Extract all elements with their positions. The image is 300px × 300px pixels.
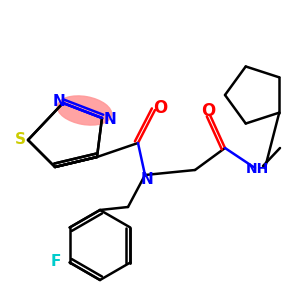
Text: F: F: [50, 254, 61, 269]
Text: O: O: [153, 99, 167, 117]
Text: N: N: [52, 94, 65, 109]
Text: N: N: [141, 172, 153, 187]
Text: NH: NH: [245, 162, 268, 176]
Text: N: N: [103, 112, 116, 128]
Ellipse shape: [57, 96, 112, 125]
Text: S: S: [14, 133, 26, 148]
Text: O: O: [201, 102, 215, 120]
